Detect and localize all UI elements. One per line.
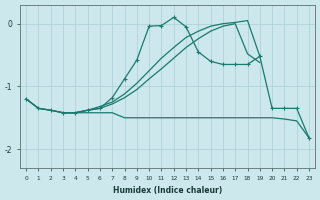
X-axis label: Humidex (Indice chaleur): Humidex (Indice chaleur) [113, 186, 222, 195]
